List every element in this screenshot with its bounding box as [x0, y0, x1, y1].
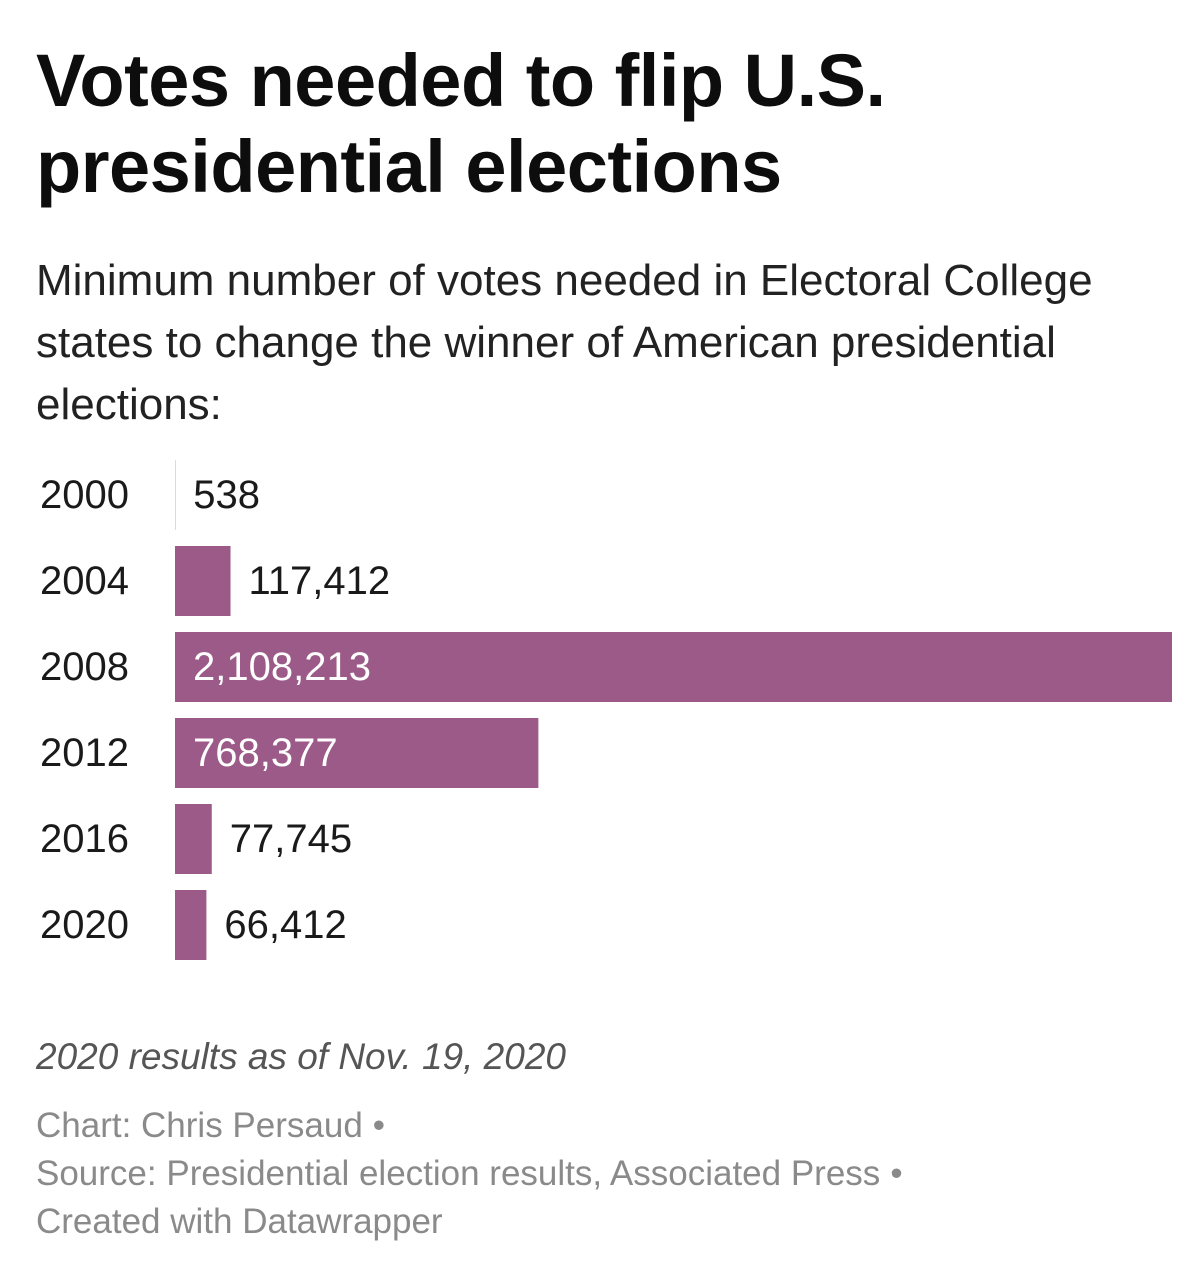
- chart-title: Votes needed to flip U.S. presidential e…: [36, 39, 886, 208]
- value-label: 2,108,213: [193, 645, 371, 689]
- category-label: 2012: [40, 731, 129, 775]
- created-text: Created with Datawrapper: [36, 1202, 443, 1241]
- source-text: Source: Presidential election results, A…: [36, 1154, 881, 1193]
- value-label: 768,377: [193, 731, 338, 775]
- value-label: 538: [193, 473, 260, 517]
- category-label: 2008: [40, 645, 129, 689]
- chart-footer: Chart: Chris Persaud • Source: Presidenti…: [36, 1102, 903, 1246]
- separator-dot: •: [372, 1106, 386, 1145]
- created-line: Created with Datawrapper: [36, 1198, 903, 1246]
- bar: [175, 718, 539, 788]
- category-label: 2004: [40, 559, 129, 603]
- value-label: 77,745: [230, 817, 352, 861]
- bar: [175, 546, 231, 616]
- chart-note: 2020 results as of Nov. 19, 2020: [36, 1036, 566, 1077]
- category-label: 2016: [40, 817, 129, 861]
- credit-line: Chart: Chris Persaud •: [36, 1102, 903, 1150]
- value-label: 66,412: [224, 903, 346, 947]
- bar: [175, 804, 212, 874]
- chart-subtitle: Minimum number of votes needed in Electo…: [36, 256, 1093, 429]
- value-label: 117,412: [249, 559, 391, 603]
- category-label: 2020: [40, 903, 129, 947]
- credit-text: Chart: Chris Persaud: [36, 1106, 363, 1145]
- category-label: 2000: [40, 473, 129, 517]
- bar: [175, 890, 207, 960]
- bar-chart: 2000 538 2004 117,412 2008 2,108,213 2012 768,3…: [40, 460, 1172, 960]
- source-line: Source: Presidential election results, A…: [36, 1150, 903, 1198]
- bar: [175, 632, 1172, 702]
- separator-dot: •: [890, 1154, 903, 1193]
